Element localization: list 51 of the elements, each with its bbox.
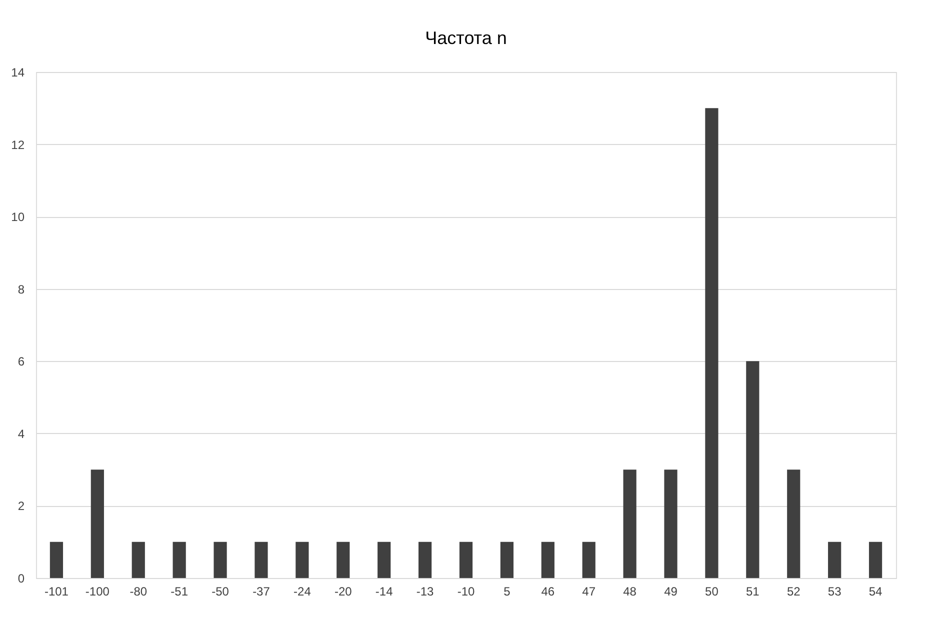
bar bbox=[705, 108, 718, 578]
bar bbox=[378, 542, 391, 578]
y-tick-label: 4 bbox=[18, 426, 25, 441]
y-tick-label: 0 bbox=[18, 572, 25, 586]
bar bbox=[582, 542, 596, 578]
x-tick-label: -37 bbox=[252, 584, 270, 598]
bar bbox=[214, 542, 227, 578]
bar bbox=[787, 470, 800, 578]
bar bbox=[746, 361, 760, 578]
bar bbox=[459, 542, 473, 578]
x-tick-label: 48 bbox=[623, 584, 637, 598]
x-tick-label: 51 bbox=[746, 584, 760, 598]
bar bbox=[828, 542, 842, 578]
x-tick-label: 49 bbox=[664, 584, 678, 598]
x-tick-label: 52 bbox=[786, 584, 801, 598]
y-tick-label: 8 bbox=[18, 282, 25, 296]
x-tick-label: -80 bbox=[130, 584, 148, 598]
chart-title: Частота n bbox=[425, 28, 507, 48]
bar bbox=[868, 542, 882, 578]
x-tick-label: -100 bbox=[85, 584, 110, 598]
bar bbox=[132, 542, 145, 578]
bar bbox=[623, 470, 636, 578]
bar bbox=[90, 470, 104, 578]
bar bbox=[254, 542, 268, 578]
y-tick-label: 14 bbox=[11, 66, 25, 80]
bar bbox=[296, 542, 309, 578]
x-tick-label: -10 bbox=[457, 584, 475, 598]
x-tick-label: -50 bbox=[212, 584, 230, 598]
y-tick-label: 12 bbox=[11, 138, 25, 152]
x-tick-label: 46 bbox=[541, 584, 555, 598]
x-tick-label: 53 bbox=[828, 584, 842, 598]
y-tick-label: 10 bbox=[11, 210, 25, 224]
bar bbox=[172, 542, 186, 578]
x-tick-label: 50 bbox=[705, 584, 719, 598]
bar bbox=[418, 542, 432, 578]
bar bbox=[336, 542, 350, 578]
x-tick-label: -51 bbox=[170, 584, 188, 598]
x-tick-label: 5 bbox=[504, 584, 511, 598]
x-tick-label: -20 bbox=[334, 584, 352, 598]
x-tick-label: -13 bbox=[416, 584, 434, 598]
y-tick-label: 2 bbox=[18, 499, 25, 514]
bar bbox=[541, 542, 554, 578]
bar bbox=[500, 542, 514, 578]
bar bbox=[50, 542, 64, 578]
x-tick-label: 47 bbox=[582, 584, 596, 598]
x-tick-label: -24 bbox=[294, 584, 312, 598]
x-tick-label: -101 bbox=[44, 584, 69, 598]
x-tick-label: -14 bbox=[375, 584, 394, 598]
y-tick-label: 6 bbox=[18, 354, 25, 369]
x-tick-label: 54 bbox=[868, 584, 883, 598]
bar bbox=[664, 470, 678, 578]
